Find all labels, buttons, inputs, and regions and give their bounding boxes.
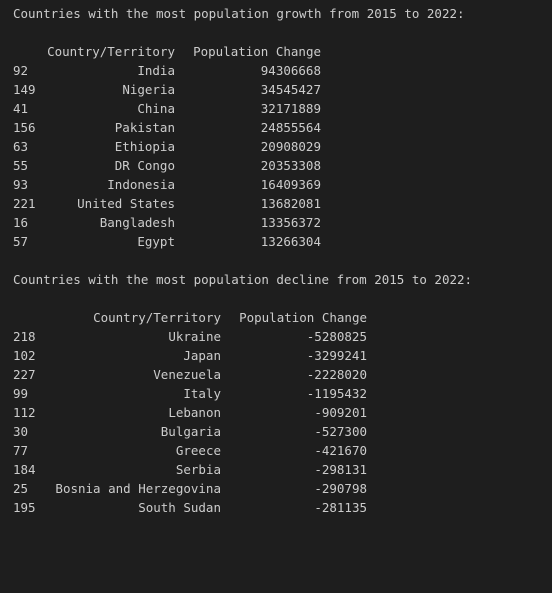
- row-index: 102: [13, 348, 36, 363]
- row-country: China: [137, 101, 175, 116]
- table-row: 218 Ukraine -5280825: [13, 327, 552, 346]
- row-index: 30: [13, 424, 29, 439]
- row-index: 57: [13, 234, 29, 249]
- row-index: 92: [13, 63, 29, 78]
- row-index: 55: [13, 158, 29, 173]
- row-change: 94306668: [260, 63, 321, 78]
- row-index: 184: [13, 462, 36, 477]
- table-header: Country/Territory Population Change: [13, 308, 552, 327]
- row-country: Italy: [183, 386, 221, 401]
- row-country: Venezuela: [153, 367, 221, 382]
- table-row: 30 Bulgaria -527300: [13, 422, 552, 441]
- row-index: 218: [13, 329, 36, 344]
- row-change: -5280825: [306, 329, 367, 344]
- table-header: Country/Territory Population Change: [13, 42, 552, 61]
- table-row: 221 United States 13682081: [13, 194, 552, 213]
- row-country: Pakistan: [114, 120, 175, 135]
- row-index: 63: [13, 139, 29, 154]
- row-index: 195: [13, 500, 36, 515]
- blank-line: [13, 289, 552, 308]
- decline-heading: Countries with the most population decli…: [13, 272, 473, 287]
- row-index: 149: [13, 82, 36, 97]
- row-change: -2228020: [306, 367, 367, 382]
- table-row: 92 India 94306668: [13, 61, 552, 80]
- column-header-country: Country/Territory: [47, 44, 175, 59]
- row-country: United States: [77, 196, 175, 211]
- row-change: 32171889: [260, 101, 321, 116]
- row-change: 13682081: [260, 196, 321, 211]
- column-header-country: Country/Territory: [93, 310, 221, 325]
- cell-output: Countries with the most population growt…: [13, 4, 552, 517]
- row-change: 20353308: [260, 158, 321, 173]
- row-country: Ethiopia: [114, 139, 175, 154]
- row-country: South Sudan: [138, 500, 221, 515]
- table-row: 63 Ethiopia 20908029: [13, 137, 552, 156]
- row-index: 221: [13, 196, 36, 211]
- row-change: -281135: [314, 500, 367, 515]
- row-index: 112: [13, 405, 36, 420]
- row-index: 41: [13, 101, 29, 116]
- blank-line: [13, 23, 552, 42]
- table-row: 57 Egypt 13266304: [13, 232, 552, 251]
- row-change: 13266304: [260, 234, 321, 249]
- growth-heading: Countries with the most population growt…: [13, 6, 465, 21]
- table-row: 112 Lebanon -909201: [13, 403, 552, 422]
- row-country: Bulgaria: [160, 424, 221, 439]
- row-country: DR Congo: [114, 158, 175, 173]
- row-index: 99: [13, 386, 29, 401]
- row-change: 16409369: [260, 177, 321, 192]
- row-change: -3299241: [306, 348, 367, 363]
- table-row: 149 Nigeria 34545427: [13, 80, 552, 99]
- row-country: Ukraine: [168, 329, 221, 344]
- row-country: Nigeria: [122, 82, 175, 97]
- table-row: 16 Bangladesh 13356372: [13, 213, 552, 232]
- row-country: Bangladesh: [99, 215, 175, 230]
- row-index: 25: [13, 481, 29, 496]
- row-change: -421670: [314, 443, 367, 458]
- row-change: 34545427: [260, 82, 321, 97]
- row-change: -527300: [314, 424, 367, 439]
- table-row: 41 China 32171889: [13, 99, 552, 118]
- table-row: 195 South Sudan -281135: [13, 498, 552, 517]
- blank-line: [13, 251, 552, 270]
- row-index: 156: [13, 120, 36, 135]
- row-index: 227: [13, 367, 36, 382]
- row-index: 77: [13, 443, 29, 458]
- column-header-change: Population Change: [193, 44, 321, 59]
- row-change: -909201: [314, 405, 367, 420]
- decline-table: Country/Territory Population Change 218 …: [13, 308, 552, 517]
- table-row: 99 Italy -1195432: [13, 384, 552, 403]
- row-country: Egypt: [137, 234, 175, 249]
- row-change: -1195432: [306, 386, 367, 401]
- row-change: -298131: [314, 462, 367, 477]
- row-change: 13356372: [260, 215, 321, 230]
- row-change: 20908029: [260, 139, 321, 154]
- table-row: 93 Indonesia 16409369: [13, 175, 552, 194]
- row-country: Indonesia: [107, 177, 175, 192]
- row-country: Greece: [175, 443, 221, 458]
- table-row: 156 Pakistan 24855564: [13, 118, 552, 137]
- row-index: 93: [13, 177, 29, 192]
- table-row: 227 Venezuela -2228020: [13, 365, 552, 384]
- row-change: -290798: [314, 481, 367, 496]
- row-country: Bosnia and Herzegovina: [55, 481, 221, 496]
- table-row: 102 Japan -3299241: [13, 346, 552, 365]
- row-country: India: [137, 63, 175, 78]
- row-country: Lebanon: [168, 405, 221, 420]
- table-row: 25 Bosnia and Herzegovina -290798: [13, 479, 552, 498]
- table-row: 77 Greece -421670: [13, 441, 552, 460]
- table-row: 55 DR Congo 20353308: [13, 156, 552, 175]
- row-change: 24855564: [260, 120, 321, 135]
- column-header-change: Population Change: [239, 310, 367, 325]
- row-country: Serbia: [175, 462, 221, 477]
- row-country: Japan: [183, 348, 221, 363]
- table-row: 184 Serbia -298131: [13, 460, 552, 479]
- growth-table: Country/Territory Population Change 92 I…: [13, 42, 552, 251]
- row-index: 16: [13, 215, 29, 230]
